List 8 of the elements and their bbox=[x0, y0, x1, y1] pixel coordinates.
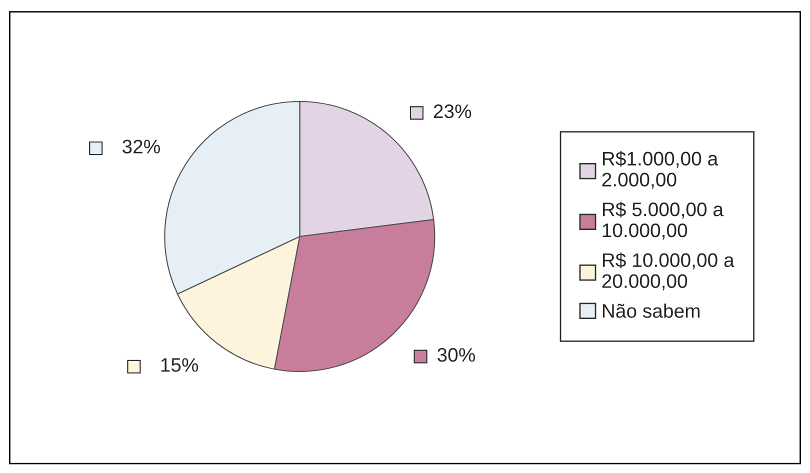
legend-label: R$ 5.000,00 a 10.000,00 bbox=[602, 202, 724, 240]
legend-label: Não sabem bbox=[602, 304, 700, 318]
legend-label: R$ 10.000,00 a 20.000,00 bbox=[602, 252, 734, 290]
data-label: 30% bbox=[437, 348, 475, 362]
legend-label: R$1.000,00 a 2.000,00 bbox=[602, 150, 718, 189]
data-label: 15% bbox=[161, 358, 198, 372]
data-label: 32% bbox=[122, 140, 160, 154]
data-label: 23% bbox=[434, 104, 472, 118]
